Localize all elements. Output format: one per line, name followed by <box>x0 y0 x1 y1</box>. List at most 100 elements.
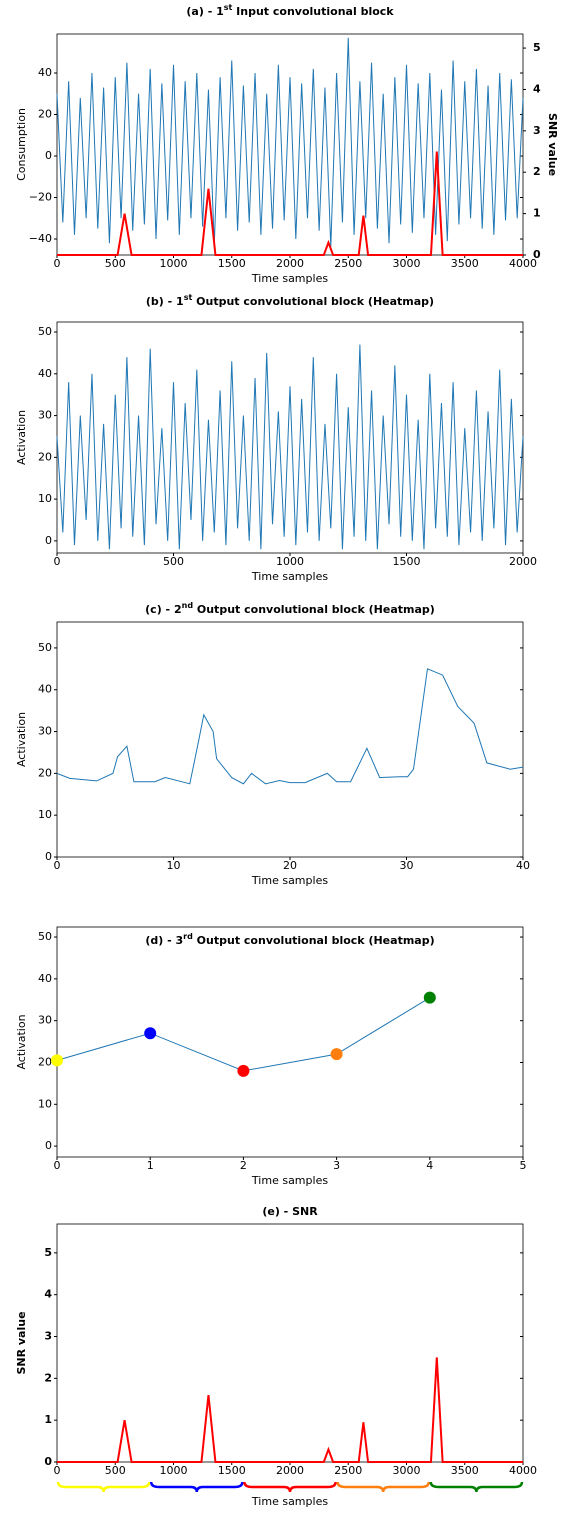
x-tick-label: 2500 <box>334 257 362 270</box>
data-point <box>51 1054 63 1067</box>
y-tick-label: 10 <box>38 808 52 821</box>
title-part: Output convolutional block (Heatmap) <box>192 295 434 308</box>
x-tick-label: 0 <box>54 859 61 872</box>
y-tick-label: 40 <box>38 972 52 985</box>
segment-brace <box>243 1481 337 1493</box>
x-tick-label: 1500 <box>218 1464 246 1477</box>
segment-brace <box>336 1481 431 1493</box>
segment-brace <box>429 1481 524 1493</box>
y-axis-label: Activation <box>15 410 28 465</box>
y-tick-label: 50 <box>38 930 52 943</box>
y2-tick-label: 2 <box>533 165 541 178</box>
y-tick-label: 0 <box>45 850 52 863</box>
x-tick-label: 0 <box>54 257 61 270</box>
x-tick-label: 2500 <box>334 1464 362 1477</box>
x-tick-label: 4 <box>426 1159 433 1172</box>
y-axis-label: Activation <box>15 1014 28 1069</box>
x-tick-label: 3500 <box>451 1464 479 1477</box>
x-tick-label: 3000 <box>393 257 421 270</box>
x-tick-label: 1500 <box>393 555 421 568</box>
segment-brace <box>56 1481 151 1493</box>
x-tick-label: 1000 <box>160 257 188 270</box>
x-tick-label: 20 <box>283 859 297 872</box>
x-tick-label: 3500 <box>451 257 479 270</box>
data-line <box>56 668 524 785</box>
title-part: (e) - SNR <box>262 1205 318 1218</box>
x-tick-label: 2 <box>240 1159 247 1172</box>
x-tick-label: 1500 <box>218 257 246 270</box>
title-part: Input convolutional block <box>232 5 394 18</box>
title-part: Output convolutional block (Heatmap) <box>193 934 435 947</box>
x-tick-label: 0 <box>54 1464 61 1477</box>
x-tick-label: 3000 <box>393 1464 421 1477</box>
y-tick-label: 1 <box>44 1413 52 1426</box>
x-tick-label: 10 <box>167 859 181 872</box>
y-tick-label: 50 <box>38 325 52 338</box>
title-part: (a) - 1 <box>186 5 223 18</box>
x-tick-label: 2000 <box>276 257 304 270</box>
plot-frame <box>56 321 524 554</box>
x-tick-label: 0 <box>54 555 61 568</box>
data-line <box>57 151 523 256</box>
title-part: (b) - 1 <box>146 295 184 308</box>
data-point <box>144 1027 157 1040</box>
chart-title: (c) - 2nd Output convolutional block (He… <box>145 601 435 616</box>
y2-tick-label: 1 <box>533 207 541 220</box>
x-axis-label: Time samples <box>251 272 328 285</box>
x-tick-label: 1000 <box>160 1464 188 1477</box>
x-tick-label: 2000 <box>276 1464 304 1477</box>
y-tick-label: −40 <box>29 232 52 245</box>
title-part: rd <box>183 932 193 941</box>
x-tick-label: 0 <box>54 1159 61 1172</box>
x-axis-label: Time samples <box>251 570 328 583</box>
y-tick-label: 40 <box>38 66 52 79</box>
x-tick-label: 4000 <box>509 257 537 270</box>
chart-title: (e) - SNR <box>262 1205 318 1218</box>
title-part: st <box>184 293 193 302</box>
y-tick-label: 20 <box>38 108 52 121</box>
data-point <box>330 1048 343 1061</box>
data-line <box>56 37 524 248</box>
y-tick-label: 40 <box>38 367 52 380</box>
y2-tick-label: 3 <box>533 124 541 137</box>
plot-frame <box>56 621 524 858</box>
y-tick-label: 4 <box>44 1288 52 1301</box>
y-tick-label: 2 <box>44 1371 52 1384</box>
x-tick-label: 5 <box>520 1159 527 1172</box>
y-tick-label: 40 <box>38 683 52 696</box>
x-tick-label: 4000 <box>509 1464 537 1477</box>
y-tick-label: 20 <box>38 1055 52 1068</box>
y-tick-label: 5 <box>44 1246 52 1259</box>
x-axis-label: Time samples <box>251 874 328 887</box>
chart-title: (b) - 1st Output convolutional block (He… <box>146 293 434 308</box>
data-line <box>56 344 524 550</box>
chart-title: (d) - 3rd Output convolutional block (He… <box>145 932 434 947</box>
x-tick-label: 1 <box>147 1159 154 1172</box>
x-tick-label: 2000 <box>509 555 537 568</box>
y2-tick-label: 0 <box>533 248 541 261</box>
y-tick-label: 0 <box>45 1139 52 1152</box>
y-tick-label: −20 <box>29 191 52 204</box>
x-axis-label: Time samples <box>251 1495 328 1508</box>
data-point <box>237 1064 250 1077</box>
x-tick-label: 1000 <box>276 555 304 568</box>
y-tick-label: 30 <box>38 725 52 738</box>
data-point <box>423 991 436 1004</box>
y-tick-label: 50 <box>38 641 52 654</box>
x-axis-label: Time samples <box>251 1174 328 1187</box>
y-tick-label: 20 <box>38 766 52 779</box>
title-part: Output convolutional block (Heatmap) <box>193 603 435 616</box>
title-part: (c) - 2 <box>145 603 181 616</box>
y-tick-label: 0 <box>45 534 52 547</box>
y2-tick-label: 5 <box>533 41 541 54</box>
data-line <box>57 1357 523 1463</box>
y-tick-label: 3 <box>44 1330 52 1343</box>
chart-title: (a) - 1st Input convolutional block <box>186 3 394 18</box>
y-tick-label: 30 <box>38 1014 52 1027</box>
x-tick-label: 500 <box>163 555 184 568</box>
y-tick-label: 20 <box>38 450 52 463</box>
plot-frame <box>56 1223 524 1463</box>
data-line <box>56 997 431 1072</box>
y-tick-label: 0 <box>44 1455 52 1468</box>
